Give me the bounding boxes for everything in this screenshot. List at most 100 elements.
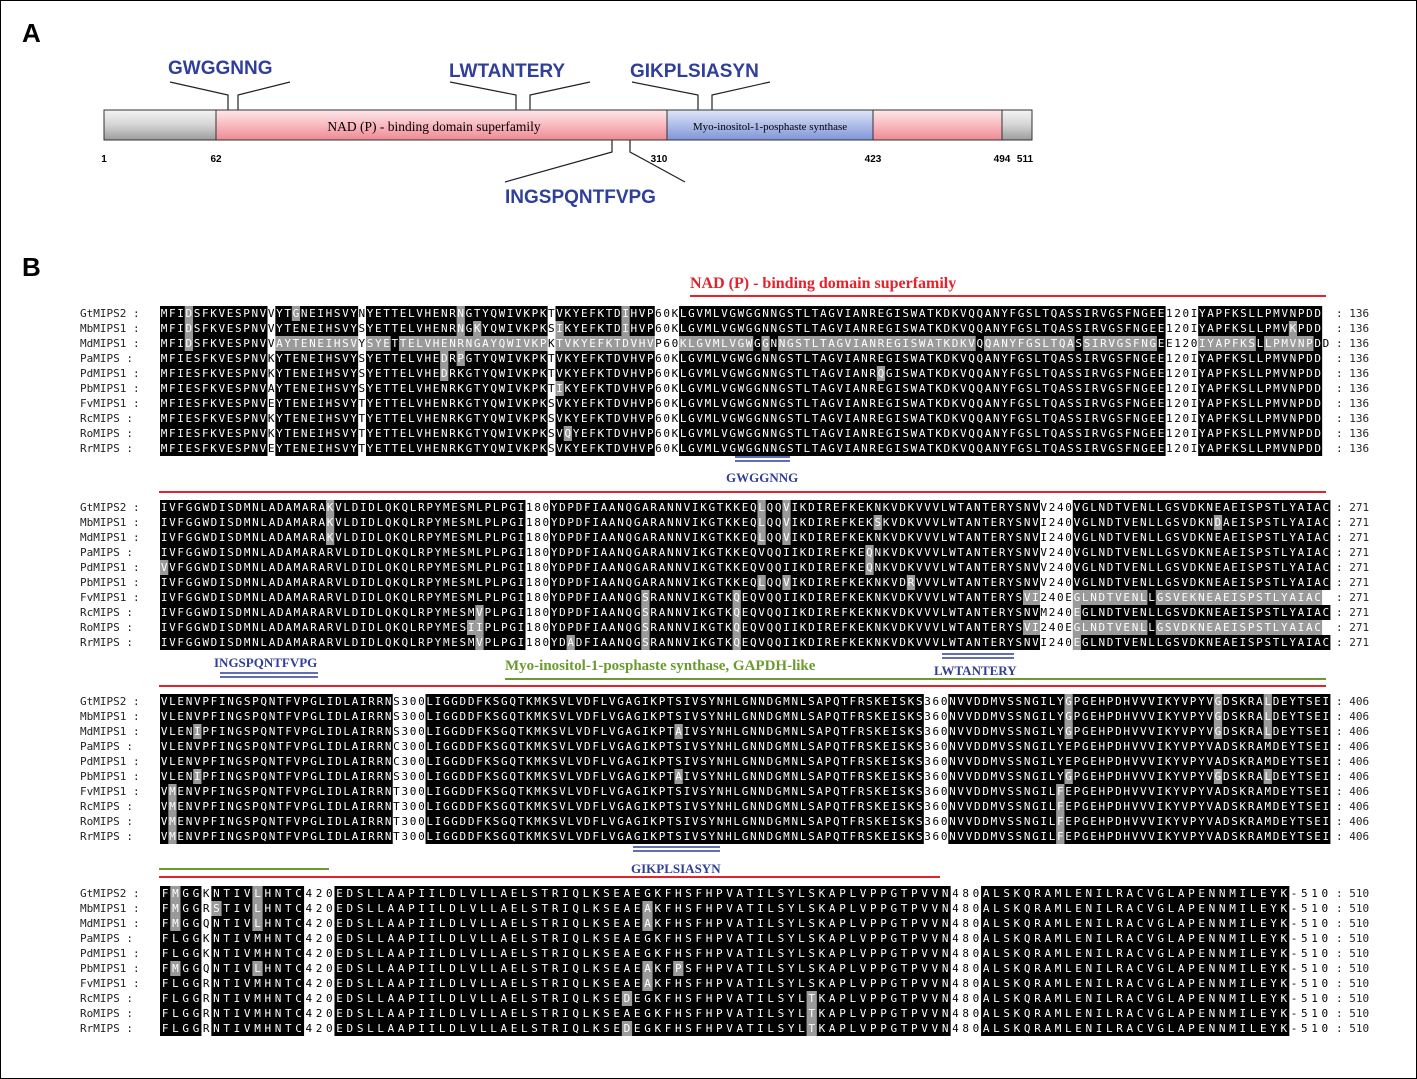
residue: P <box>1298 382 1305 395</box>
residue-shade <box>1247 351 1257 366</box>
residue: Q <box>775 561 782 574</box>
residue: E <box>833 561 840 574</box>
residue-shade <box>1148 396 1158 411</box>
residue: A <box>985 397 992 410</box>
residue: P <box>532 412 539 425</box>
residue: P <box>484 516 491 529</box>
residue-shade <box>1008 381 1018 396</box>
residue: L <box>1281 501 1288 514</box>
residue-shade <box>1074 366 1084 381</box>
residue: R <box>999 501 1006 514</box>
residue: T <box>548 367 555 380</box>
residue: L <box>410 561 417 574</box>
residue: G <box>466 442 473 455</box>
residue: T <box>392 382 399 395</box>
residue: F <box>169 367 176 380</box>
residue-shade <box>843 306 853 321</box>
residue: D <box>236 531 243 544</box>
residue: R <box>999 531 1006 544</box>
residue: E <box>1158 322 1165 335</box>
residue: S <box>235 382 242 395</box>
residue: W <box>499 382 506 395</box>
residue: N <box>1141 337 1148 350</box>
residue: K <box>850 576 857 589</box>
residue: D <box>211 501 218 514</box>
residue-shade <box>308 351 317 366</box>
residue-shade <box>234 321 243 336</box>
residue: Y <box>581 337 588 350</box>
residue: E <box>581 397 588 410</box>
residue: P <box>647 307 654 320</box>
motif-gikplsiasyn-label: GIKPLSIASYN <box>630 61 759 82</box>
residue: T <box>1115 606 1122 619</box>
residue: W <box>499 397 506 410</box>
residue-shade <box>481 306 490 321</box>
residue-shade <box>160 366 169 381</box>
residue-shade <box>596 381 606 396</box>
residue: K <box>268 427 275 440</box>
residue: R <box>908 576 915 589</box>
residue-shade <box>1239 336 1249 351</box>
residue-shade <box>687 366 696 381</box>
residue: S <box>1075 307 1082 320</box>
residue: L <box>1034 322 1041 335</box>
residue: L <box>1248 352 1255 365</box>
residue-shade <box>1222 306 1232 321</box>
residue: V <box>729 337 736 350</box>
residue: F <box>589 442 596 455</box>
residue: L <box>1248 307 1255 320</box>
residue-shade <box>934 351 944 366</box>
residue: I <box>507 322 514 335</box>
residue: A <box>919 352 926 365</box>
residue: V <box>836 412 843 425</box>
residue: Y <box>1207 337 1214 350</box>
residue: G <box>729 412 736 425</box>
residue: D <box>277 576 284 589</box>
motif-gwggnng-label: GWGGNNG <box>168 58 273 79</box>
residue: D <box>808 606 815 619</box>
residue: N <box>762 442 769 455</box>
residue: S <box>334 412 341 425</box>
residue-shade <box>316 306 326 321</box>
residue-shade <box>1313 336 1323 351</box>
residue: Y <box>1199 322 1206 335</box>
residue: A <box>1223 546 1230 559</box>
residue: T <box>606 427 613 440</box>
residue: 2 <box>1174 382 1181 395</box>
residue: R <box>650 606 657 619</box>
residue: G <box>634 561 641 574</box>
residue: Y <box>1289 501 1296 514</box>
residue: L <box>1265 337 1272 350</box>
residue: M <box>705 322 712 335</box>
residue: V <box>342 397 349 410</box>
residue: G <box>1150 337 1157 350</box>
residue: L <box>408 382 415 395</box>
residue: K <box>850 591 857 604</box>
residue-shade <box>489 321 499 336</box>
residue: F <box>1125 322 1132 335</box>
residue: V <box>622 352 629 365</box>
residue: Y <box>551 561 558 574</box>
residue-shade <box>736 396 746 411</box>
residue: R <box>825 576 832 589</box>
residue-shade <box>1206 351 1216 366</box>
residue: E <box>991 606 998 619</box>
residue: G <box>1141 442 1148 455</box>
residue: K <box>725 606 732 619</box>
residue-shade <box>192 411 202 426</box>
residue: D <box>1107 501 1114 514</box>
residue: E <box>268 442 275 455</box>
residue: K <box>952 442 959 455</box>
residue: A <box>1314 606 1321 619</box>
residue: I <box>894 322 901 335</box>
residue: G <box>634 546 641 559</box>
residue: 2 <box>1174 412 1181 425</box>
residue: D <box>352 501 359 514</box>
residue: I <box>783 606 790 619</box>
residue-shade <box>596 351 606 366</box>
c-terminal-segment <box>1001 109 1033 141</box>
residue: K <box>210 382 217 395</box>
residue-shade <box>407 411 416 426</box>
residue-shade <box>712 396 721 411</box>
panel-a: A GWGGNNG LWTANTERY GIKPLSIASYN INGSPQNT… <box>22 18 1034 208</box>
